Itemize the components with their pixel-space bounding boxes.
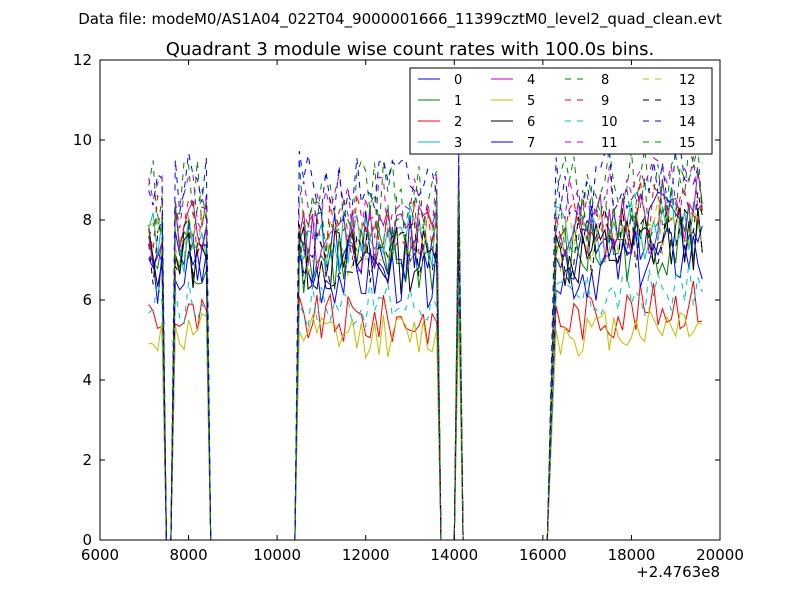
series-line-9 <box>148 180 703 540</box>
x-tick-label: 14000 <box>430 546 478 564</box>
series-line-2 <box>148 281 703 540</box>
x-tick-label: 6000 <box>81 546 119 564</box>
series-line-12 <box>148 195 703 540</box>
x-tick-label: 12000 <box>342 546 390 564</box>
legend-label-0: 0 <box>454 73 462 88</box>
plot-frame <box>99 59 721 541</box>
legend-label-5: 5 <box>527 94 535 109</box>
legend-label-14: 14 <box>679 115 696 130</box>
series-line-10 <box>148 262 703 540</box>
legend-label-13: 13 <box>679 94 696 109</box>
y-tick-label: 8 <box>82 211 92 229</box>
data-file-suptitle: Data file: modeM0/AS1A04_022T04_90000016… <box>78 10 722 29</box>
legend-box <box>409 67 713 155</box>
legend-label-12: 12 <box>679 73 696 88</box>
legend-label-9: 9 <box>601 94 609 109</box>
series-line-11 <box>148 156 703 540</box>
legend-label-2: 2 <box>454 115 462 130</box>
y-tick-label: 0 <box>82 531 92 549</box>
series-line-0 <box>148 191 703 540</box>
y-tick-label: 4 <box>82 371 92 389</box>
legend-label-1: 1 <box>454 94 462 109</box>
x-tick-label: 16000 <box>519 546 567 564</box>
x-offset-label: +2.4763e8 <box>636 563 720 581</box>
legend-label-4: 4 <box>527 73 535 88</box>
legend-label-6: 6 <box>527 115 535 130</box>
y-tick-label: 2 <box>82 451 92 469</box>
y-tick-label: 10 <box>73 131 92 149</box>
legend-label-3: 3 <box>454 136 462 151</box>
series-layer <box>148 143 703 540</box>
x-tick-label: 10000 <box>253 546 301 564</box>
series-line-5 <box>148 307 703 540</box>
series-line-7 <box>148 228 703 540</box>
series-line-4 <box>148 170 703 540</box>
series-line-15 <box>148 164 703 540</box>
y-tick-label: 12 <box>73 51 92 69</box>
legend-label-7: 7 <box>527 136 535 151</box>
legend-label-10: 10 <box>601 115 618 130</box>
x-tick-label: 20000 <box>696 546 744 564</box>
y-tick-label: 6 <box>82 291 92 309</box>
legend-label-8: 8 <box>601 73 609 88</box>
chart-title: Quadrant 3 module wise count rates with … <box>166 39 655 60</box>
legend-label-15: 15 <box>679 136 696 151</box>
x-tick-label: 18000 <box>608 546 656 564</box>
series-line-8 <box>148 143 703 540</box>
series-line-14 <box>148 145 703 540</box>
ticks-layer: 6000 8000 10000 12000 14000 16000 18000 20000 0 2… <box>73 51 744 564</box>
x-tick-label: 8000 <box>169 546 207 564</box>
legend-label-11: 11 <box>601 136 618 151</box>
